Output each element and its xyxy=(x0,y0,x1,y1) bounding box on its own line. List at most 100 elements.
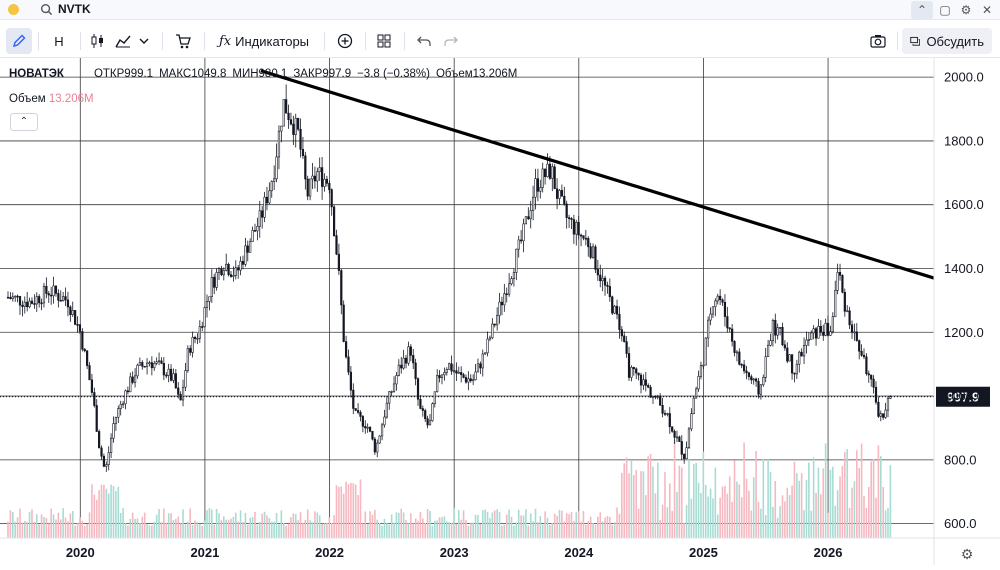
volume-bar xyxy=(750,510,753,538)
volume-bar xyxy=(323,523,326,538)
volume-bar xyxy=(558,509,561,538)
candle-body xyxy=(318,167,321,172)
discuss-button[interactable]: Обсудить xyxy=(902,28,992,54)
pencil-icon[interactable] xyxy=(6,28,32,54)
volume-bar xyxy=(721,486,724,538)
candle-body xyxy=(558,190,561,199)
gear-icon[interactable]: ⚙ xyxy=(960,3,972,17)
candle-body xyxy=(376,442,379,453)
candles-icon[interactable] xyxy=(87,28,109,54)
volume-bar xyxy=(491,512,494,538)
candle-body xyxy=(711,306,715,315)
collapse-legend-button[interactable]: ⌃ xyxy=(10,113,38,131)
candle-body xyxy=(220,268,223,276)
indicators-button[interactable]: ƒx Индикаторы xyxy=(214,28,314,54)
volume-bar xyxy=(117,486,120,538)
volume-bar xyxy=(714,467,717,538)
candle-body xyxy=(404,357,408,364)
axis-settings-icon[interactable]: ⚙ xyxy=(961,546,974,562)
volume-bar xyxy=(719,497,721,538)
volume-bar xyxy=(357,494,359,538)
search-icon[interactable] xyxy=(40,3,53,16)
volume-bar xyxy=(685,505,688,538)
volume-bar xyxy=(764,514,767,538)
layout-grid-icon[interactable] xyxy=(373,28,395,54)
candle-body xyxy=(234,267,237,276)
volume-bar xyxy=(776,517,779,538)
candle-body xyxy=(186,348,189,371)
volume-bar xyxy=(760,508,762,538)
candle-body xyxy=(409,346,412,356)
maximize-icon[interactable]: ▢ xyxy=(939,3,951,17)
add-circle-icon[interactable] xyxy=(333,28,357,54)
candle-body xyxy=(671,426,674,432)
candle-body xyxy=(129,376,132,393)
volume-bar xyxy=(450,522,453,538)
undo-icon[interactable] xyxy=(413,28,435,54)
volume-bar xyxy=(525,509,527,538)
redo-icon[interactable] xyxy=(440,28,462,54)
candle-body xyxy=(366,426,369,429)
price-chart[interactable]: 997.9 2000.0 1800.0 1600.0 1400.0 1200.0 1000… xyxy=(0,58,1000,565)
candle-body xyxy=(184,370,187,388)
volume-bar xyxy=(618,513,621,538)
candle-body xyxy=(884,409,887,418)
chevron-down-icon[interactable] xyxy=(135,28,153,54)
volume-bar xyxy=(350,483,352,538)
area-chart-icon[interactable] xyxy=(112,28,134,54)
candle-body xyxy=(625,341,628,354)
candle-body xyxy=(606,284,609,287)
volume-bar xyxy=(884,510,887,538)
candle-body xyxy=(836,272,839,291)
candle-body xyxy=(256,225,259,232)
candle-body xyxy=(467,378,470,383)
volume-bar xyxy=(244,512,247,538)
interval-button[interactable]: Н xyxy=(54,33,64,49)
symbol-search-input[interactable]: NVTK xyxy=(58,2,91,16)
volume-bar xyxy=(266,515,268,538)
volume-bar xyxy=(366,524,369,538)
volume-bar xyxy=(808,462,810,538)
candle-body xyxy=(882,413,885,418)
camera-icon[interactable] xyxy=(866,28,890,54)
cart-icon[interactable] xyxy=(172,28,194,54)
volume-bar xyxy=(577,511,580,538)
volume-bar xyxy=(57,512,60,538)
volume-bar xyxy=(402,512,405,538)
collapse-panel-icon[interactable]: ⌃ xyxy=(911,1,933,19)
chart-area[interactable]: 997.9 2000.0 1800.0 1600.0 1400.0 1200.0 1000… xyxy=(0,58,1000,565)
candle-body xyxy=(352,389,355,409)
candle-body xyxy=(285,99,288,114)
candle-body xyxy=(627,353,631,378)
volume-bar xyxy=(107,493,110,538)
candle-body xyxy=(133,375,137,383)
volume-bar xyxy=(544,511,546,538)
candle-body xyxy=(428,420,432,426)
volume-bar xyxy=(378,522,381,538)
candle-body xyxy=(582,235,585,239)
volume-bar xyxy=(314,511,316,538)
candle-body xyxy=(848,310,851,326)
volume-bar xyxy=(270,521,273,538)
candle-body xyxy=(143,365,146,368)
candle-body xyxy=(251,230,254,242)
candle-body xyxy=(750,376,753,381)
volume-bar xyxy=(611,525,614,538)
volume-bar xyxy=(395,512,398,538)
volume-bar xyxy=(573,521,575,538)
candle-body xyxy=(846,310,849,313)
candle-body xyxy=(781,326,784,346)
volume-bar xyxy=(537,522,539,538)
candle-body xyxy=(16,295,19,298)
candle-body xyxy=(503,293,506,306)
volume-bar xyxy=(261,513,263,538)
volume-bar xyxy=(43,517,45,538)
volume-bar xyxy=(146,524,148,538)
candle-body xyxy=(30,300,34,304)
close-icon[interactable]: ✕ xyxy=(981,3,993,17)
candle-body xyxy=(50,294,53,297)
candle-body xyxy=(642,379,645,386)
candle-body xyxy=(121,403,125,406)
volume-bar xyxy=(870,461,872,538)
volume-bar xyxy=(158,508,160,538)
